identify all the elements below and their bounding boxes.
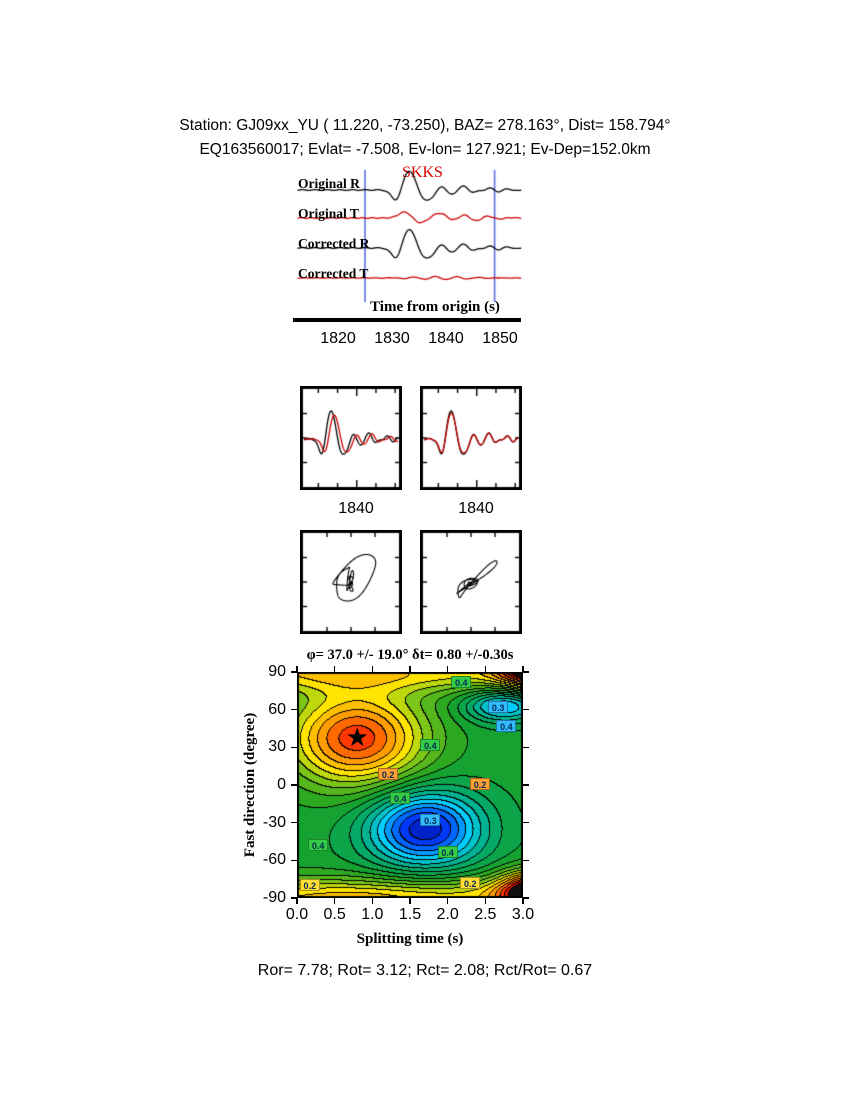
axis-tick <box>523 897 529 899</box>
x-axis-label: Splitting time (s) <box>356 931 464 947</box>
contour-xtick-0.5: 0.5 <box>323 906 346 923</box>
axis-tick <box>523 784 529 786</box>
result-title: φ= 37.0 +/- 19.0° δt= 0.80 +/-0.30s <box>306 647 514 663</box>
axis-tick <box>446 666 449 672</box>
corrected-window-box <box>420 386 522 490</box>
contour-label-7: 0.3 <box>420 814 441 827</box>
axis-tick <box>333 666 336 672</box>
contour-label-9: 0.4 <box>308 839 329 852</box>
seismogram-canvas <box>285 162 530 312</box>
axis-tick <box>484 898 487 904</box>
axis-tick <box>409 898 411 904</box>
contour-xtick-2.0: 2.0 <box>436 906 459 923</box>
window-xtick-1: 1840 <box>458 500 494 517</box>
contour-ytick-60: 60 <box>268 700 286 718</box>
axis-tick <box>291 746 297 749</box>
axis-tick <box>522 898 524 904</box>
contour-label-3: 0.4 <box>420 738 441 751</box>
axis-tick <box>371 898 374 904</box>
axis-tick <box>484 666 487 672</box>
original-particle-motion-box <box>300 530 402 634</box>
event-header: EQ163560017; Evlat= -7.508, Ev-lon= 127.… <box>199 141 651 158</box>
contour-xtick-1.5: 1.5 <box>398 906 422 923</box>
axis-tick <box>291 784 297 786</box>
contour-label-2: 0.4 <box>496 719 517 732</box>
contour-xtick-2.5: 2.5 <box>474 906 497 923</box>
axis-tick <box>523 859 529 862</box>
contour-label-4: 0.2 <box>378 767 399 780</box>
axis-tick <box>296 898 298 904</box>
axis-tick <box>333 898 336 904</box>
axis-tick <box>446 898 449 904</box>
time-tick-1840: 1840 <box>428 330 464 347</box>
axis-tick <box>522 666 524 672</box>
axis-tick <box>291 897 297 899</box>
contour-xtick-0.0: 0.0 <box>285 906 309 923</box>
trace-label-1: Original T <box>298 206 359 221</box>
contour-label-5: 0.2 <box>470 777 491 790</box>
contour-label-1: 0.3 <box>488 701 509 714</box>
axis-tick <box>523 708 529 711</box>
contour-ytick--90: -90 <box>262 889 286 906</box>
contour-ytick-90: 90 <box>268 663 286 680</box>
contour-ytick-0: 0 <box>277 776 286 793</box>
contour-label-11: 0.2 <box>460 876 481 889</box>
axis-tick <box>523 671 529 673</box>
contour-ytick--30: -30 <box>262 813 286 831</box>
axis-tick <box>409 666 411 672</box>
trace-label-0: Original R <box>298 176 360 191</box>
axis-tick <box>523 821 529 824</box>
axis-tick <box>523 746 529 749</box>
contour-label-0: 0.4 <box>451 676 472 689</box>
statistics-footer: Ror= 7.78; Rot= 3.12; Rct= 2.08; Rct/Rot… <box>257 962 593 979</box>
axis-tick <box>296 666 298 672</box>
contour-ytick--60: -60 <box>262 851 286 869</box>
axis-tick <box>291 821 297 824</box>
contour-xtick-1.0: 1.0 <box>361 906 384 923</box>
time-tick-1850: 1850 <box>482 330 518 347</box>
time-tick-1820: 1820 <box>320 330 356 347</box>
corrected-particle-motion-box <box>420 530 522 634</box>
original-window-box <box>300 386 402 490</box>
axis-tick <box>371 666 374 672</box>
time-tick-1830: 1830 <box>374 330 410 347</box>
contour-label-6: 0.4 <box>390 791 411 804</box>
window-xtick-0: 1840 <box>338 500 374 517</box>
best-fit-star: ★ <box>345 721 369 752</box>
contour-label-8: 0.4 <box>437 845 458 858</box>
axis-tick <box>291 859 297 862</box>
time-axis-line <box>293 318 521 322</box>
station-header: Station: GJ09xx_YU ( 11.220, -73.250), B… <box>179 117 671 134</box>
contour-ytick-30: 30 <box>268 738 286 756</box>
contour-xtick-3.0: 3.0 <box>511 906 535 923</box>
trace-label-2: Corrected R <box>298 236 370 251</box>
trace-label-3: Corrected T <box>298 266 369 281</box>
axis-tick <box>291 671 297 673</box>
contour-label-10: 0.2 <box>299 879 320 892</box>
axis-tick <box>291 708 297 711</box>
time-axis-label: Time from origin (s) <box>370 299 500 315</box>
